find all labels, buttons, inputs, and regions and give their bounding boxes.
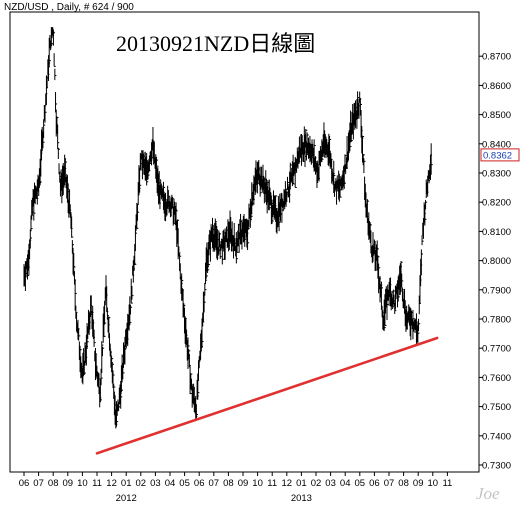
x-tick-label: 02 <box>136 478 147 489</box>
x-tick-label: 10 <box>252 478 263 489</box>
y-tick-label: 0.8600 <box>482 81 511 92</box>
x-tick-label: 08 <box>48 478 59 489</box>
x-tick-label: 02 <box>311 478 322 489</box>
y-tick-label: 0.7900 <box>482 285 511 296</box>
y-tick-label: 0.7600 <box>482 373 511 384</box>
x-tick-label: 11 <box>92 478 102 489</box>
last-price-box <box>480 148 520 162</box>
x-tick-label: 10 <box>428 478 439 489</box>
y-tick-label: 0.7800 <box>482 315 511 326</box>
x-tick-label: 06 <box>369 478 380 489</box>
price-bars <box>23 27 433 429</box>
plot-frame <box>9 11 480 473</box>
x-tick-label: 05 <box>179 478 190 489</box>
x-tick-label: 09 <box>238 478 249 489</box>
price-axis: 0.7300 0.7400 0.7500 0.7600 0.7700 0.7800 0.79… <box>479 52 511 472</box>
x-tick-label: 01 <box>121 478 132 489</box>
watermark: Joe <box>476 484 500 503</box>
support-trendline <box>95 336 439 455</box>
y-tick-label: 0.8100 <box>482 227 511 238</box>
x-tick-label: 11 <box>267 478 277 489</box>
x-tick-label: 04 <box>165 478 176 489</box>
x-tick-label: 09 <box>413 478 424 489</box>
last-price-label: 0.8362 <box>483 150 512 161</box>
x-tick-label: 04 <box>340 478 351 489</box>
x-tick-label: 09 <box>63 478 74 489</box>
y-tick-label: 0.7400 <box>482 431 511 442</box>
x-tick-label: 05 <box>355 478 366 489</box>
x-tick-label: 07 <box>384 478 395 489</box>
y-tick-label: 0.8200 <box>482 198 511 209</box>
x-tick-label: 06 <box>194 478 205 489</box>
y-tick-label: 0.7700 <box>482 344 511 355</box>
chart-title: 20130921NZD日線圖 <box>116 31 316 56</box>
time-axis: 06 07 08 09 10 11 12 01 02 03 04 05 06 07 08 09 10 11 12 01… <box>19 472 452 504</box>
chart-header: NZD/USD , Daily, # 624 / 900 <box>4 2 134 13</box>
x-tick-label: 11 <box>442 478 452 489</box>
x-tick-label: 10 <box>77 478 88 489</box>
y-tick-label: 0.8300 <box>482 169 511 180</box>
y-tick-label: 0.7500 <box>482 402 511 413</box>
y-tick-label: 0.8000 <box>482 256 511 267</box>
x-tick-label: 03 <box>150 478 161 489</box>
year-label: 2012 <box>116 493 137 504</box>
x-tick-label: 01 <box>296 478 307 489</box>
year-label: 2013 <box>291 493 312 504</box>
y-tick-label: 0.7300 <box>482 461 511 472</box>
y-tick-label: 0.8500 <box>482 110 511 121</box>
x-tick-label: 07 <box>33 478 44 489</box>
y-tick-label: 0.8700 <box>482 52 511 63</box>
last-price-marker: 0.8362 <box>480 148 520 162</box>
y-tick-label: 0.8400 <box>482 139 511 150</box>
x-tick-label: 08 <box>398 478 409 489</box>
x-tick-label: 03 <box>325 478 336 489</box>
x-tick-label: 12 <box>106 478 117 489</box>
x-tick-label: 06 <box>19 478 30 489</box>
x-tick-label: 07 <box>209 478 220 489</box>
trendline-line <box>95 336 439 455</box>
x-tick-label: 08 <box>223 478 234 489</box>
x-tick-label: 12 <box>282 478 293 489</box>
